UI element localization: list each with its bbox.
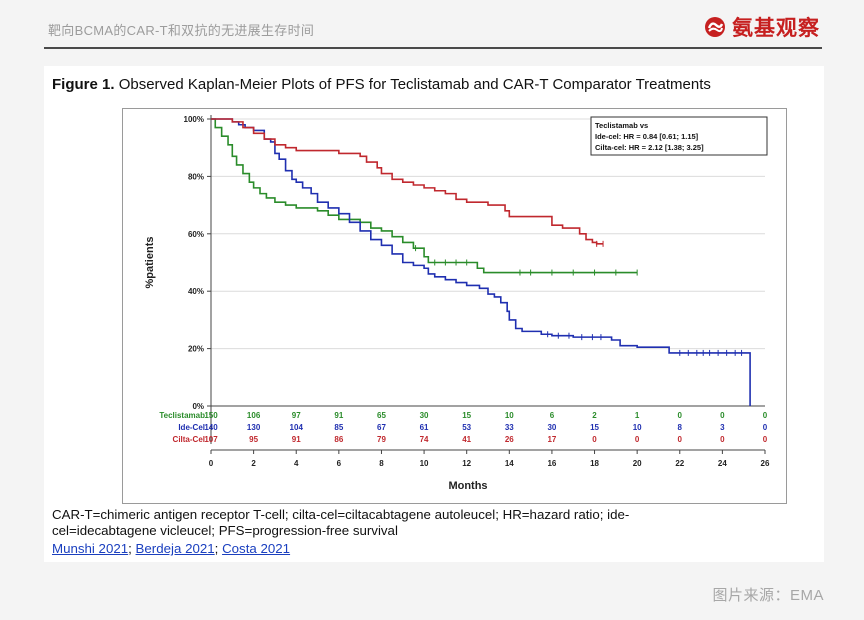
ref-separator: ; — [128, 541, 132, 556]
risk-count: 74 — [420, 435, 429, 444]
risk-count: 17 — [547, 435, 556, 444]
risk-count: 107 — [204, 435, 218, 444]
figure-card: Figure 1. Observed Kaplan-Meier Plots of… — [44, 66, 824, 562]
ref-link-berdeja[interactable]: Berdeja 2021 — [135, 541, 215, 556]
footnote-line-1: CAR-T=chimeric antigen receptor T-cell; … — [52, 507, 630, 522]
risk-count: 140 — [204, 423, 218, 432]
x-tick-label: 10 — [420, 459, 429, 468]
risk-count: 0 — [635, 435, 640, 444]
risk-count: 3 — [720, 423, 725, 432]
risk-count: 1 — [635, 411, 640, 420]
curve-teclistamab — [211, 118, 638, 274]
hr-legend-box — [590, 116, 768, 156]
risk-count: 6 — [550, 411, 555, 420]
x-tick-label: 20 — [633, 459, 642, 468]
risk-count: 85 — [334, 423, 343, 432]
risk-count: 0 — [763, 435, 768, 444]
y-tick-label: 100% — [184, 115, 204, 124]
y-tick-label: 60% — [188, 230, 204, 239]
x-tick-label: 6 — [337, 459, 342, 468]
page-title: 靶向BCMA的CAR-T和双抗的无进展生存时间 — [48, 23, 315, 38]
footnote-line-2: cel=idecabtagene vicleucel; PFS=progress… — [52, 523, 398, 538]
x-tick-label: 26 — [761, 459, 770, 468]
risk-count: 86 — [334, 435, 343, 444]
risk-count: 65 — [377, 411, 386, 420]
risk-count: 8 — [678, 423, 683, 432]
risk-count: 150 — [204, 411, 218, 420]
figure-footnote: CAR-T=chimeric antigen receptor T-cell; … — [52, 507, 812, 539]
risk-count: 15 — [462, 411, 471, 420]
figure-title: Figure 1. Observed Kaplan-Meier Plots of… — [52, 76, 711, 93]
risk-count: 2 — [592, 411, 597, 420]
brand-logo-icon — [705, 17, 725, 37]
risk-count: 106 — [247, 411, 261, 420]
risk-count: 0 — [592, 435, 597, 444]
x-tick-label: 18 — [590, 459, 599, 468]
x-tick-label: 0 — [209, 459, 214, 468]
brand: 氨基观察 — [704, 12, 820, 42]
y-tick-label: 40% — [188, 287, 204, 296]
risk-count: 10 — [505, 411, 514, 420]
top-bar: 靶向BCMA的CAR-T和双抗的无进展生存时间 氨基观察 — [0, 0, 864, 58]
curve-ide-cel — [211, 118, 751, 406]
hr-legend-line: Teclistamab vs — [595, 121, 648, 130]
image-source: 图片来源：EMA — [712, 587, 824, 604]
x-tick-label: 14 — [505, 459, 514, 468]
risk-count: 97 — [292, 411, 301, 420]
risk-count: 95 — [249, 435, 258, 444]
risk-count: 61 — [420, 423, 429, 432]
figure-label: Figure 1. — [52, 76, 115, 93]
y-tick-label: 20% — [188, 345, 204, 354]
x-tick-label: 22 — [675, 459, 684, 468]
ref-link-munshi[interactable]: Munshi 2021 — [52, 541, 129, 556]
risk-count: 0 — [763, 411, 768, 420]
risk-count: 15 — [590, 423, 599, 432]
x-tick-label: 2 — [251, 459, 256, 468]
risk-count: 53 — [462, 423, 471, 432]
risk-row-label: Cilta-Cel — [173, 435, 205, 444]
chart-frame: 0% 20% 40% 60% 80% 100% %patients Teclistamab v… — [122, 108, 787, 504]
risk-count: 91 — [292, 435, 301, 444]
risk-count: 104 — [290, 423, 304, 432]
hr-legend-line: Ide-cel: HR = 0.84 [0.61; 1.15] — [595, 132, 699, 141]
hr-legend-line: Cilta-cel: HR = 2.12 [1.38; 3.25] — [595, 143, 704, 152]
risk-count: 0 — [678, 435, 683, 444]
x-tick-label: 4 — [294, 459, 299, 468]
header-divider — [44, 47, 822, 49]
risk-count: 30 — [547, 423, 556, 432]
risk-count: 79 — [377, 435, 386, 444]
ref-link-costa[interactable]: Costa 2021 — [222, 541, 291, 556]
risk-count: 67 — [377, 423, 386, 432]
brand-name: 氨基观察 — [732, 17, 820, 40]
risk-count: 0 — [720, 411, 725, 420]
x-tick-label: 24 — [718, 459, 727, 468]
risk-count: 10 — [633, 423, 642, 432]
y-tick-label: 80% — [188, 172, 204, 181]
references: Munshi 2021; Berdeja 2021; Costa 2021 — [52, 541, 290, 556]
risk-count: 0 — [763, 423, 768, 432]
y-tick-label: 0% — [192, 402, 204, 411]
risk-count: 33 — [505, 423, 514, 432]
x-tick-label: 8 — [379, 459, 384, 468]
x-tick-label: 16 — [547, 459, 556, 468]
ref-separator: ; — [214, 541, 219, 556]
risk-count: 0 — [720, 435, 725, 444]
y-axis-label: %patients — [144, 237, 156, 289]
km-plot: 0% 20% 40% 60% 80% 100% %patients Teclistamab v… — [144, 115, 770, 492]
risk-row-label: Ide-Cel — [178, 423, 205, 432]
figure-caption: Observed Kaplan-Meier Plots of PFS for T… — [118, 76, 711, 93]
risk-count: 0 — [678, 411, 683, 420]
x-axis-label: Months — [448, 480, 487, 492]
risk-count: 30 — [420, 411, 429, 420]
risk-count: 91 — [334, 411, 343, 420]
risk-count: 26 — [505, 435, 514, 444]
risk-count: 130 — [247, 423, 261, 432]
risk-count: 41 — [462, 435, 471, 444]
curve-cilta-cel — [211, 118, 604, 245]
x-tick-label: 12 — [462, 459, 471, 468]
risk-row-label: Teclistamab — [159, 411, 205, 420]
